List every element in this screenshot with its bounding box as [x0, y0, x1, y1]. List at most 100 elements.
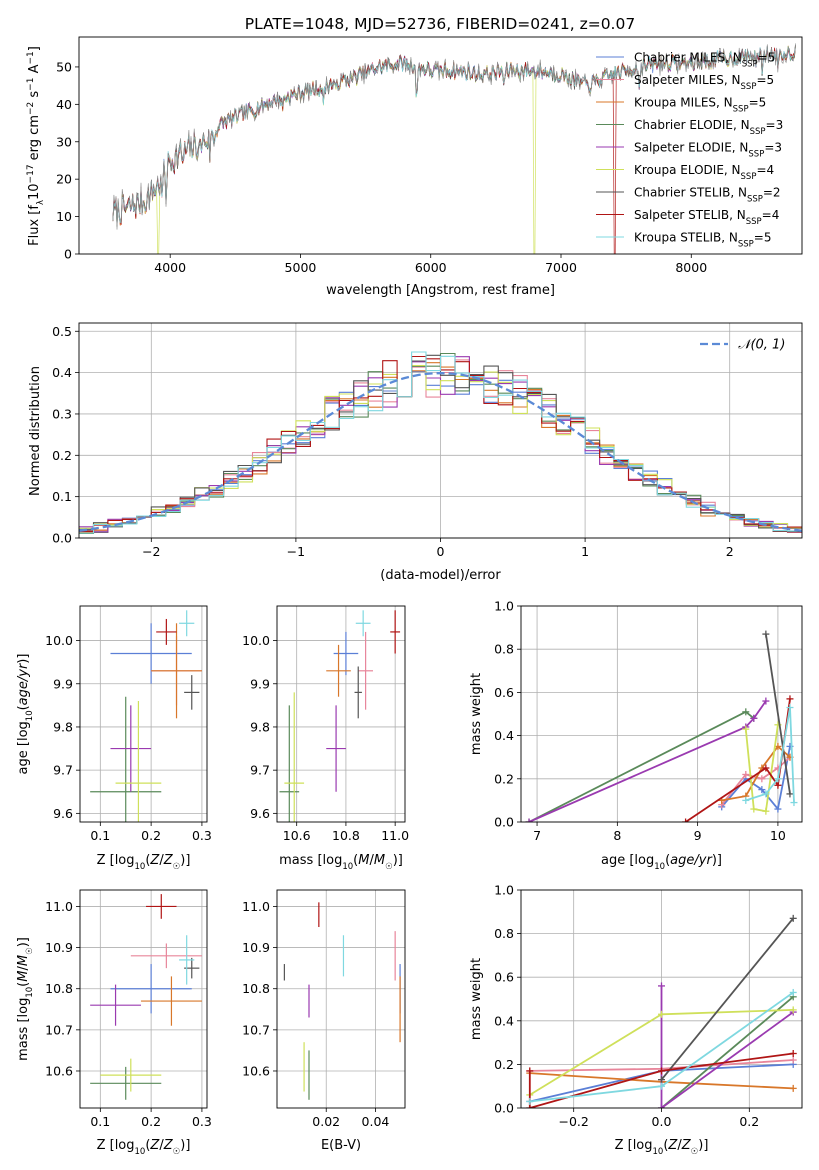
weight-marker — [762, 697, 770, 705]
x-axis-label: mass [log10(M/M☉)] — [279, 853, 403, 872]
legend-label-chabrier-elodie: Chabrier ELODIE, NSSP=3 — [634, 118, 783, 137]
weight-marker — [774, 805, 782, 813]
x-tick-label: −0.2 — [559, 1114, 589, 1129]
x-tick-label: 4000 — [154, 260, 186, 275]
errorbar-salpeter-stelib — [390, 610, 401, 654]
y-tick-label: 9.9 — [250, 676, 270, 691]
x-tick-label: 0.1 — [90, 1114, 110, 1129]
y-tick-label: 0.2 — [494, 771, 514, 786]
weight-line-chabrier-stelib — [765, 633, 791, 795]
weight-marker — [758, 775, 766, 783]
y-axis-label: Flux [fλ10−17 erg cm−2 s−1 A−1] — [26, 46, 46, 246]
y-tick-label: 10.0 — [45, 633, 73, 648]
x-tick-label: 5000 — [285, 260, 317, 275]
weight-marker — [786, 695, 794, 703]
weight-marker — [658, 1067, 665, 1075]
errorbar-chabrier-stelib — [184, 675, 200, 710]
weight-marker — [774, 781, 782, 789]
x-tick-label: 0.3 — [192, 1114, 212, 1129]
panel-mass-vs-Z: 0.1 0.2 0.3 10.6 10.7 10.8 10.9 11.0 Z [log10(Z/… — [16, 889, 212, 1157]
y-tick-label: 1.0 — [494, 883, 514, 898]
x-tick-label: 2 — [726, 544, 734, 559]
x-axis-label: Z [log10(Z/Z☉)] — [97, 853, 191, 872]
x-axis-label: (data-model)/error — [380, 568, 501, 583]
weight-line-kroupa-elodie — [744, 724, 779, 813]
weight-marker — [742, 725, 750, 733]
weight-marker — [742, 708, 750, 716]
errorbar-salpeter-elodie — [110, 705, 152, 792]
weight-line-chabrier-elodie — [528, 710, 755, 822]
weight-marker — [789, 988, 797, 996]
histogram-step-kroupa-stelib — [79, 351, 802, 534]
panel-age-vs-mass: 10.6 10.8 11.0 9.6 9.7 9.8 9.9 10.0 mass [log10(… — [242, 605, 409, 872]
x-tick-label: 6000 — [415, 260, 447, 275]
y-tick-label: 9.8 — [53, 719, 73, 734]
x-axis-label: Z [log10(Z/Z☉)] — [97, 1138, 191, 1157]
x-tick-label: 10.6 — [283, 828, 311, 843]
axes-frame — [79, 889, 208, 1109]
y-tick-label: 30 — [56, 134, 72, 149]
panel-mass-vs-ebv: 0.02 0.04 10.6 10.7 10.8 10.9 11.0 E(B-V) — [242, 889, 406, 1153]
errorbar-kroupa-miles — [326, 644, 351, 697]
weight-marker — [790, 799, 798, 807]
x-tick-label: 10.8 — [332, 828, 360, 843]
x-tick-label: 10 — [770, 828, 786, 843]
legend-label-chabrier-stelib: Chabrier STELIB, NSSP=2 — [634, 186, 781, 205]
weight-line-salpeter-elodie — [528, 700, 767, 822]
y-tick-label: 9.8 — [250, 719, 270, 734]
errorbar-chabrier-miles — [333, 631, 359, 676]
y-tick-label: 0.0 — [52, 531, 72, 546]
errorbar-chabrier-elodie — [90, 1066, 162, 1100]
legend-label-salpeter-miles: Salpeter MILES, NSSP=5 — [634, 73, 774, 92]
x-tick-label: 7 — [533, 828, 541, 843]
errorbar-salpeter-elodie — [326, 705, 346, 792]
weight-marker — [786, 704, 794, 712]
errorbar-chabrier-elodie — [279, 705, 300, 822]
y-tick-label: 0.4 — [494, 728, 514, 743]
errorbar-chabrier-stelib — [354, 666, 362, 719]
weight-marker — [762, 790, 770, 798]
errorbar-chabrier-miles — [110, 623, 192, 684]
x-tick-label: 9 — [694, 828, 702, 843]
y-tick-label: 9.7 — [250, 763, 270, 778]
errorbar-kroupa-stelib — [179, 610, 195, 637]
y-tick-label: 0.8 — [494, 642, 514, 657]
y-tick-label: 9.9 — [53, 676, 73, 691]
y-tick-label: 10.7 — [242, 1022, 270, 1037]
y-tick-label: 0.5 — [52, 324, 72, 339]
x-tick-label: 0.2 — [141, 828, 161, 843]
errorbar-kroupa-stelib — [179, 935, 195, 985]
weight-marker — [762, 764, 770, 772]
errorbar-salpeter-stelib — [156, 618, 177, 645]
legend-label-kroupa-miles: Kroupa MILES, NSSP=5 — [634, 96, 766, 115]
weight-line-salpeter-elodie — [660, 985, 794, 1108]
y-tick-label: 0.2 — [494, 1057, 514, 1072]
plot-area — [526, 914, 797, 1108]
y-axis-label: age [log10(age/yr)] — [16, 654, 35, 775]
weight-marker — [526, 1067, 534, 1075]
plot-area — [283, 902, 401, 1100]
y-tick-label: 0.4 — [494, 1013, 514, 1028]
axes-frame — [520, 605, 803, 823]
y-axis-label: mass weight — [469, 673, 484, 755]
weight-marker — [658, 1104, 665, 1108]
axes-frame — [79, 605, 208, 823]
x-tick-label: 0.04 — [362, 1114, 390, 1129]
axes-frame — [78, 36, 803, 255]
y-axis-label: Normed distribution — [28, 366, 43, 496]
errorbar-salpeter-miles — [358, 631, 373, 710]
weight-marker — [682, 818, 690, 822]
y-tick-label: 10.6 — [242, 1063, 270, 1078]
weight-marker — [742, 796, 750, 804]
y-tick-label: 0 — [64, 247, 72, 262]
x-tick-label: 7000 — [545, 260, 577, 275]
y-tick-label: 10.9 — [45, 940, 73, 955]
x-tick-label: 0 — [437, 544, 445, 559]
y-tick-label: 0.3 — [52, 406, 72, 421]
figure-title: PLATE=1048, MJD=52736, FIBERID=0241, z=0… — [245, 15, 635, 33]
x-tick-label: 0.2 — [739, 1114, 759, 1129]
weight-marker — [742, 770, 750, 778]
weight-marker — [525, 818, 533, 822]
y-tick-label: 1.0 — [494, 599, 514, 614]
